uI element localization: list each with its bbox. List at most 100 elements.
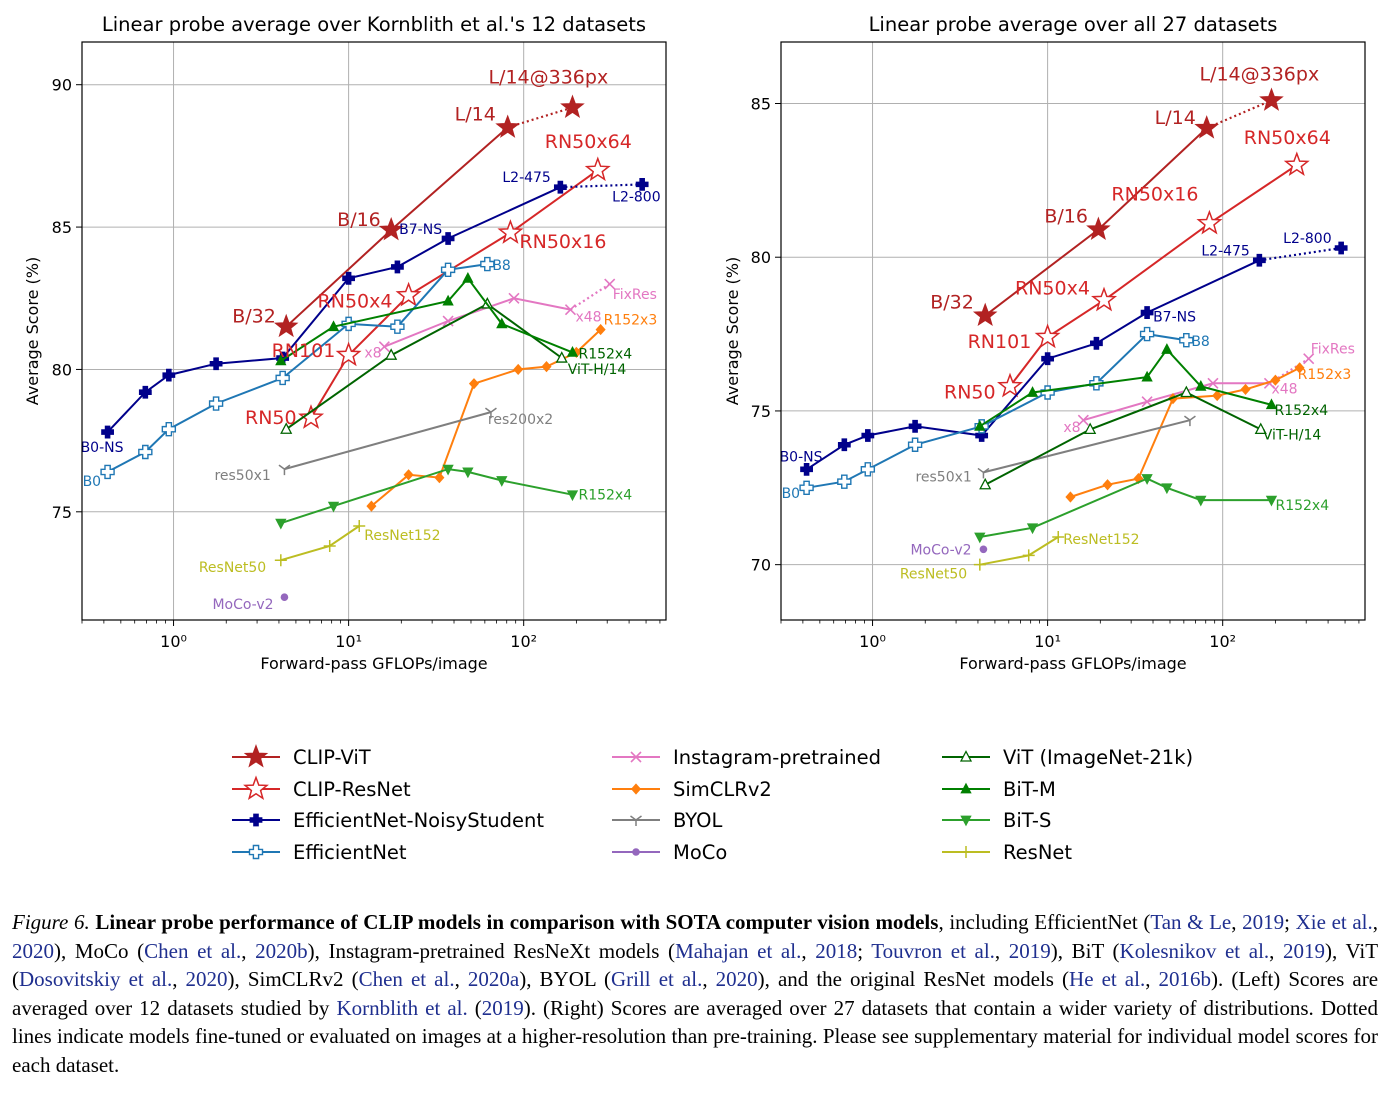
caption-citation[interactable]: 2020 bbox=[715, 967, 758, 991]
caption-citation[interactable]: Dosovitskiy et al. bbox=[19, 967, 173, 991]
caption-citation[interactable]: 2019 bbox=[1283, 938, 1326, 963]
caption-citation[interactable]: Grill et al. bbox=[610, 967, 703, 991]
data-point bbox=[974, 532, 986, 544]
legend-item-resnet: ResNet bbox=[942, 841, 1072, 864]
legend-marker bbox=[959, 750, 973, 762]
caption-citation[interactable]: 2019 bbox=[1008, 938, 1051, 963]
caption-citation[interactable]: Tan & Le bbox=[1150, 910, 1232, 934]
data-point bbox=[496, 476, 508, 487]
legend-item-vit-imagenet-21k: ViT (ImageNet-21k) bbox=[942, 746, 1193, 769]
data-label: B0 bbox=[83, 474, 102, 490]
legend-item-bit-s: BiT-S bbox=[942, 809, 1051, 832]
caption-text: ), BiT ( bbox=[1050, 938, 1120, 963]
caption-citation[interactable]: Chen et al. bbox=[358, 967, 455, 991]
caption-citation[interactable]: 2019 bbox=[481, 995, 524, 1020]
data-point bbox=[1139, 326, 1155, 342]
legend-marker bbox=[630, 751, 642, 763]
data-point bbox=[1086, 216, 1111, 240]
data-point bbox=[100, 464, 115, 480]
data-label: L/14 bbox=[1155, 107, 1196, 129]
caption-citation[interactable]: Touvron et al. bbox=[871, 938, 995, 963]
data-point bbox=[566, 345, 579, 357]
series-instagram-pretrained bbox=[378, 278, 616, 353]
caption-citation[interactable]: 2020 bbox=[12, 938, 54, 963]
y-tick-label: 85 bbox=[751, 94, 771, 113]
y-tick-label: 80 bbox=[751, 248, 771, 267]
data-point bbox=[1259, 87, 1284, 111]
data-point bbox=[1091, 286, 1118, 312]
data-point bbox=[1265, 495, 1278, 507]
caption-citation[interactable]: Kolesnikov et al. bbox=[1119, 938, 1270, 963]
legend-label: SimCLRv2 bbox=[673, 778, 772, 801]
data-label: B/16 bbox=[337, 209, 381, 231]
data-point bbox=[275, 354, 287, 366]
caption-citation[interactable]: 2019 bbox=[1242, 910, 1285, 934]
x-tick-label: 10¹ bbox=[335, 632, 362, 651]
data-label: L2-800 bbox=[1283, 231, 1331, 247]
series-line bbox=[383, 297, 571, 348]
data-label: B8 bbox=[1191, 334, 1210, 350]
legend-marker bbox=[630, 783, 642, 795]
data-point bbox=[497, 219, 524, 244]
data-point bbox=[977, 467, 990, 479]
series-bit-m bbox=[275, 271, 579, 366]
data-point bbox=[162, 368, 176, 382]
series-line-dotted bbox=[1206, 99, 1272, 130]
data-point bbox=[1040, 385, 1055, 400]
data-point bbox=[462, 271, 474, 283]
series-line bbox=[983, 419, 1191, 474]
data-point bbox=[209, 357, 223, 371]
legend-label: ViT (ImageNet-21k) bbox=[1003, 746, 1193, 769]
caption-citation[interactable]: Xie et al. bbox=[1295, 910, 1373, 934]
data-point bbox=[513, 363, 524, 376]
caption-citation[interactable]: He et al. bbox=[1069, 967, 1146, 991]
data-label: x48 bbox=[1271, 381, 1297, 397]
data-point bbox=[323, 539, 336, 552]
caption-citation[interactable]: 2020a bbox=[467, 967, 520, 991]
series-byol bbox=[977, 415, 1196, 479]
x-axis-label: Forward-pass GFLOPs/image bbox=[260, 654, 487, 673]
x-tick-label: 10² bbox=[1209, 632, 1236, 651]
series-resnet bbox=[274, 520, 366, 567]
data-label: L2-475 bbox=[502, 170, 550, 186]
data-label: FixRes bbox=[613, 287, 657, 303]
data-label: R152x4 bbox=[578, 346, 632, 362]
data-label: B7-NS bbox=[1153, 310, 1196, 326]
data-point bbox=[541, 360, 552, 373]
caption-text: ), MoCo ( bbox=[54, 938, 145, 963]
data-point bbox=[1254, 422, 1267, 435]
data-point bbox=[1179, 333, 1194, 348]
data-label: L/14@336px bbox=[488, 66, 608, 88]
data-point bbox=[1303, 353, 1315, 365]
caption-citation[interactable]: Mahajan et al. bbox=[675, 938, 802, 963]
data-point bbox=[1212, 389, 1223, 402]
legend-item-instagram-pretrained: Instagram-pretrained bbox=[612, 746, 881, 769]
caption-text: , bbox=[702, 967, 716, 991]
data-point bbox=[484, 407, 497, 419]
caption-citation[interactable]: 2020b bbox=[255, 938, 308, 963]
data-point bbox=[584, 156, 611, 182]
legend-item-byol: BYOL bbox=[612, 809, 723, 832]
data-point bbox=[1195, 379, 1207, 391]
caption-citation[interactable]: Kornblith et al. bbox=[336, 995, 468, 1020]
caption-citation[interactable]: 2018 bbox=[815, 938, 858, 963]
data-point bbox=[979, 545, 988, 554]
caption-citation[interactable]: 2020 bbox=[185, 967, 228, 991]
chart-title: Linear probe average over all 27 dataset… bbox=[869, 13, 1278, 36]
series-efficientnet bbox=[100, 256, 495, 480]
data-point bbox=[434, 472, 445, 484]
data-label: L/14 bbox=[455, 103, 496, 125]
data-point bbox=[799, 480, 814, 495]
y-tick-label: 75 bbox=[52, 503, 72, 522]
data-point bbox=[973, 558, 986, 571]
data-point bbox=[1265, 398, 1278, 410]
data-point bbox=[564, 304, 577, 316]
data-point bbox=[508, 292, 520, 304]
caption-text: , bbox=[1372, 910, 1379, 934]
y-tick-label: 80 bbox=[52, 360, 72, 379]
caption-citation[interactable]: 2016b bbox=[1158, 967, 1212, 991]
data-point bbox=[553, 180, 567, 194]
caption-citation[interactable]: Chen et al. bbox=[144, 938, 242, 963]
caption-figure-label: Figure 6. bbox=[12, 910, 90, 934]
